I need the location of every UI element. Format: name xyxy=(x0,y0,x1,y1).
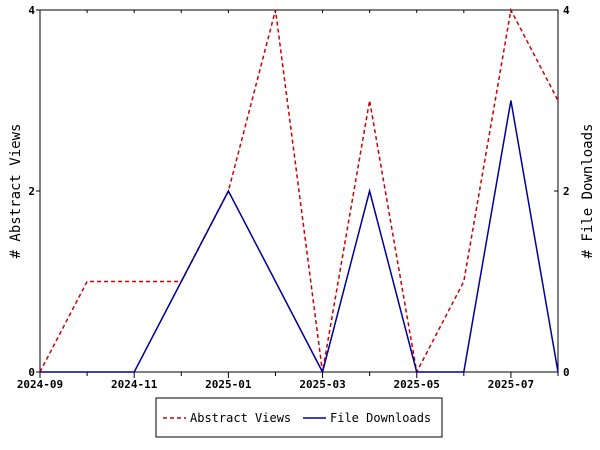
y-left-tick-label: 0 xyxy=(28,366,35,379)
y-axis-right-title: # File Downloads xyxy=(580,124,596,259)
x-tick-label: 2025-07 xyxy=(488,378,534,391)
y-left-tick-label: 2 xyxy=(28,185,35,198)
series-layer xyxy=(39,7,559,375)
x-tick-label: 2024-11 xyxy=(111,378,158,391)
x-tick-label: 2025-01 xyxy=(205,378,252,391)
x-tick-label: 2025-03 xyxy=(299,378,345,391)
y-left-tick-label: 4 xyxy=(28,4,35,17)
legend-label-file-downloads: File Downloads xyxy=(330,411,431,425)
series-line-abstract-views xyxy=(39,7,559,375)
y-right-tick-label: 2 xyxy=(563,185,570,198)
x-tick-label: 2025-05 xyxy=(394,378,440,391)
x-tick-label: 2024-09 xyxy=(17,378,63,391)
y-axis-left-title: # Abstract Views xyxy=(8,124,24,259)
legend-label-abstract-views: Abstract Views xyxy=(190,411,291,425)
legend: Abstract Views File Downloads xyxy=(155,397,443,438)
y-axis-left-ticks: 0 2 4 xyxy=(28,4,40,379)
y-right-tick-label: 0 xyxy=(563,366,570,379)
series-line-file-downloads xyxy=(40,100,559,375)
legend-box xyxy=(155,397,443,438)
x-axis-ticks: 2024-09 2024-11 2025-01 2025-03 2025-05 2025-… xyxy=(17,10,559,391)
y-right-tick-label: 4 xyxy=(563,4,570,17)
